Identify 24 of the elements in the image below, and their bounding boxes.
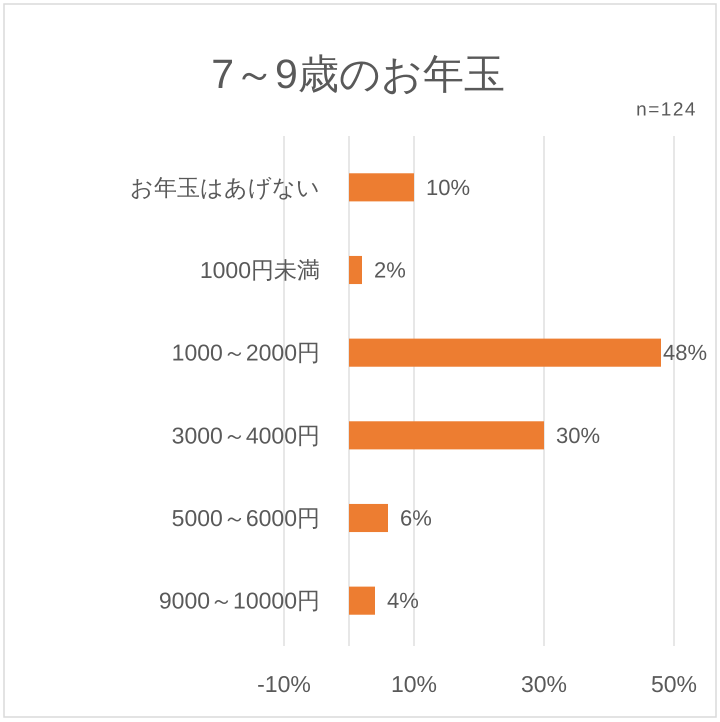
x-tick-label: -10% — [257, 671, 311, 697]
data-label: 30% — [556, 422, 600, 448]
text: n=124 — [636, 100, 697, 120]
y-tick-label: 5000～6000円 — [172, 505, 320, 531]
data-label: 48% — [663, 340, 708, 366]
chart-title: 7～9歳のお年玉 — [211, 51, 505, 97]
bar — [349, 338, 661, 367]
y-tick-label: お年玉はあげない — [130, 174, 320, 200]
bar — [349, 421, 544, 450]
x-tick-label: 30% — [520, 671, 568, 697]
y-tick-label: 3000～4000円 — [172, 422, 320, 448]
bar — [349, 586, 375, 615]
y-tick-label: 9000～10000円 — [158, 588, 320, 614]
bar — [349, 173, 414, 202]
data-label: 2% — [374, 258, 406, 282]
x-tick-label: 50% — [650, 671, 698, 697]
bar — [349, 256, 362, 284]
y-tick-label: 1000円未満 — [200, 257, 320, 283]
x-tick-label: 10% — [390, 671, 438, 697]
y-tick-label: 1000～2000円 — [172, 340, 320, 366]
data-label: 10% — [426, 174, 470, 200]
data-label: 4% — [387, 588, 419, 614]
data-label: 6% — [400, 506, 432, 530]
bar — [349, 504, 388, 532]
